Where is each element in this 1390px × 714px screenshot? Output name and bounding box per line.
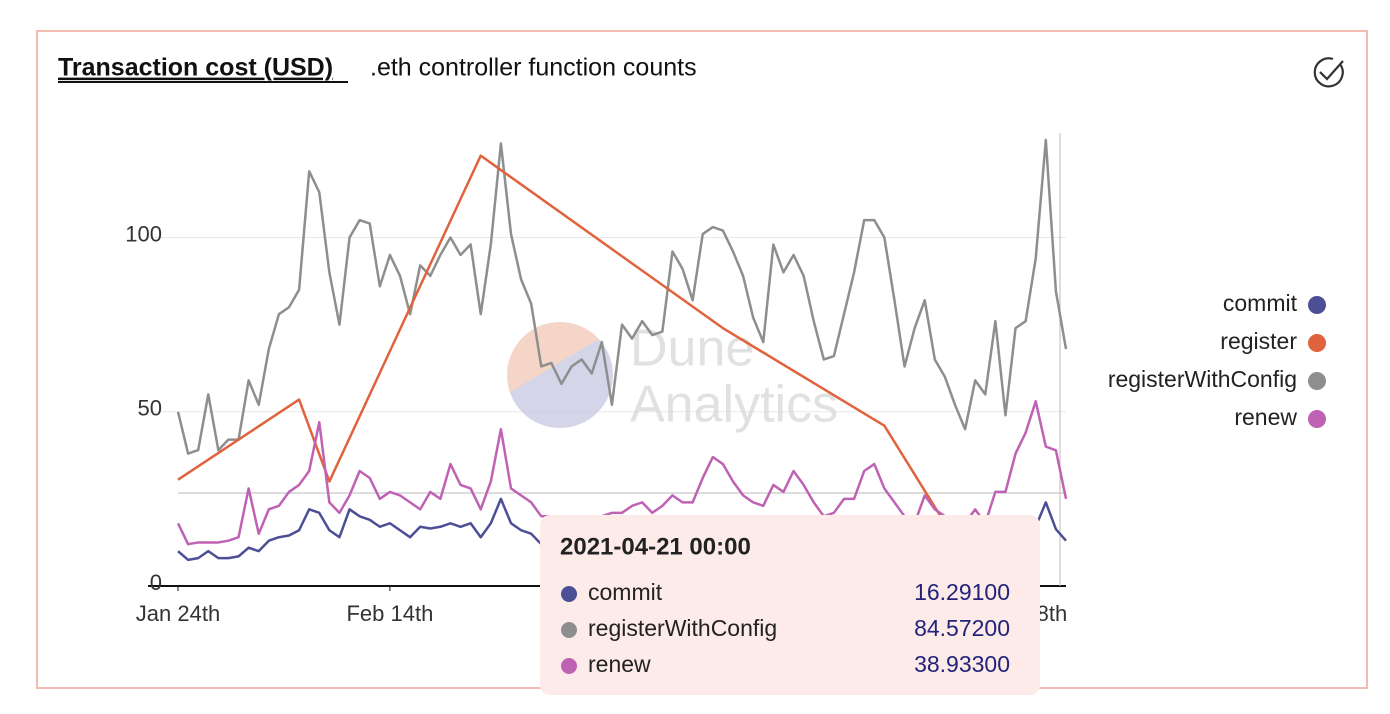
legend-label: renew [1234, 404, 1297, 430]
tooltip-marker [561, 622, 577, 638]
legend-marker [1308, 296, 1326, 314]
legend-marker [1308, 334, 1326, 352]
x-tick-label: Jan 24th [136, 601, 220, 626]
series-line [176, 400, 1068, 546]
tooltip-marker [561, 658, 577, 674]
legend-marker [1308, 372, 1326, 390]
legend-label: registerWithConfig [1108, 366, 1297, 392]
tooltip-name: commit [588, 579, 663, 605]
y-tick-label: 0 [150, 570, 162, 595]
tooltip-name: renew [588, 651, 651, 677]
tooltip-box [540, 515, 1040, 695]
watermark: Dune Analytics [507, 320, 838, 434]
tooltip-marker [561, 586, 577, 602]
series-line [177, 154, 946, 524]
tooltip: 2021-04-21 00:00 commit 16.29100 registerWi… [540, 515, 1040, 695]
check-icon[interactable] [1313, 57, 1344, 88]
tab[interactable]: .eth controller function counts [370, 54, 697, 82]
tooltip-name: registerWithConfig [588, 615, 777, 641]
legend-label: commit [1223, 290, 1298, 316]
watermark-text: Analytics [630, 376, 838, 434]
series-line [176, 138, 1068, 455]
tooltip-value: 38.93300 [914, 651, 1010, 677]
tooltip-value: 84.57200 [914, 615, 1010, 641]
y-tick-label: 50 [138, 396, 162, 421]
x-tick-label: Feb 14th [346, 601, 433, 626]
legend: commit register registerWithConfig renew [1108, 290, 1298, 430]
tab-active[interactable]: Transaction cost (USD) [58, 54, 333, 82]
legend-label: register [1220, 328, 1297, 354]
y-tick-label: 100 [125, 221, 162, 246]
tooltip-value: 16.29100 [914, 579, 1010, 605]
watermark-text: Dune [630, 320, 754, 378]
legend-marker [1308, 410, 1326, 428]
tooltip-title: 2021-04-21 00:00 [560, 533, 751, 560]
